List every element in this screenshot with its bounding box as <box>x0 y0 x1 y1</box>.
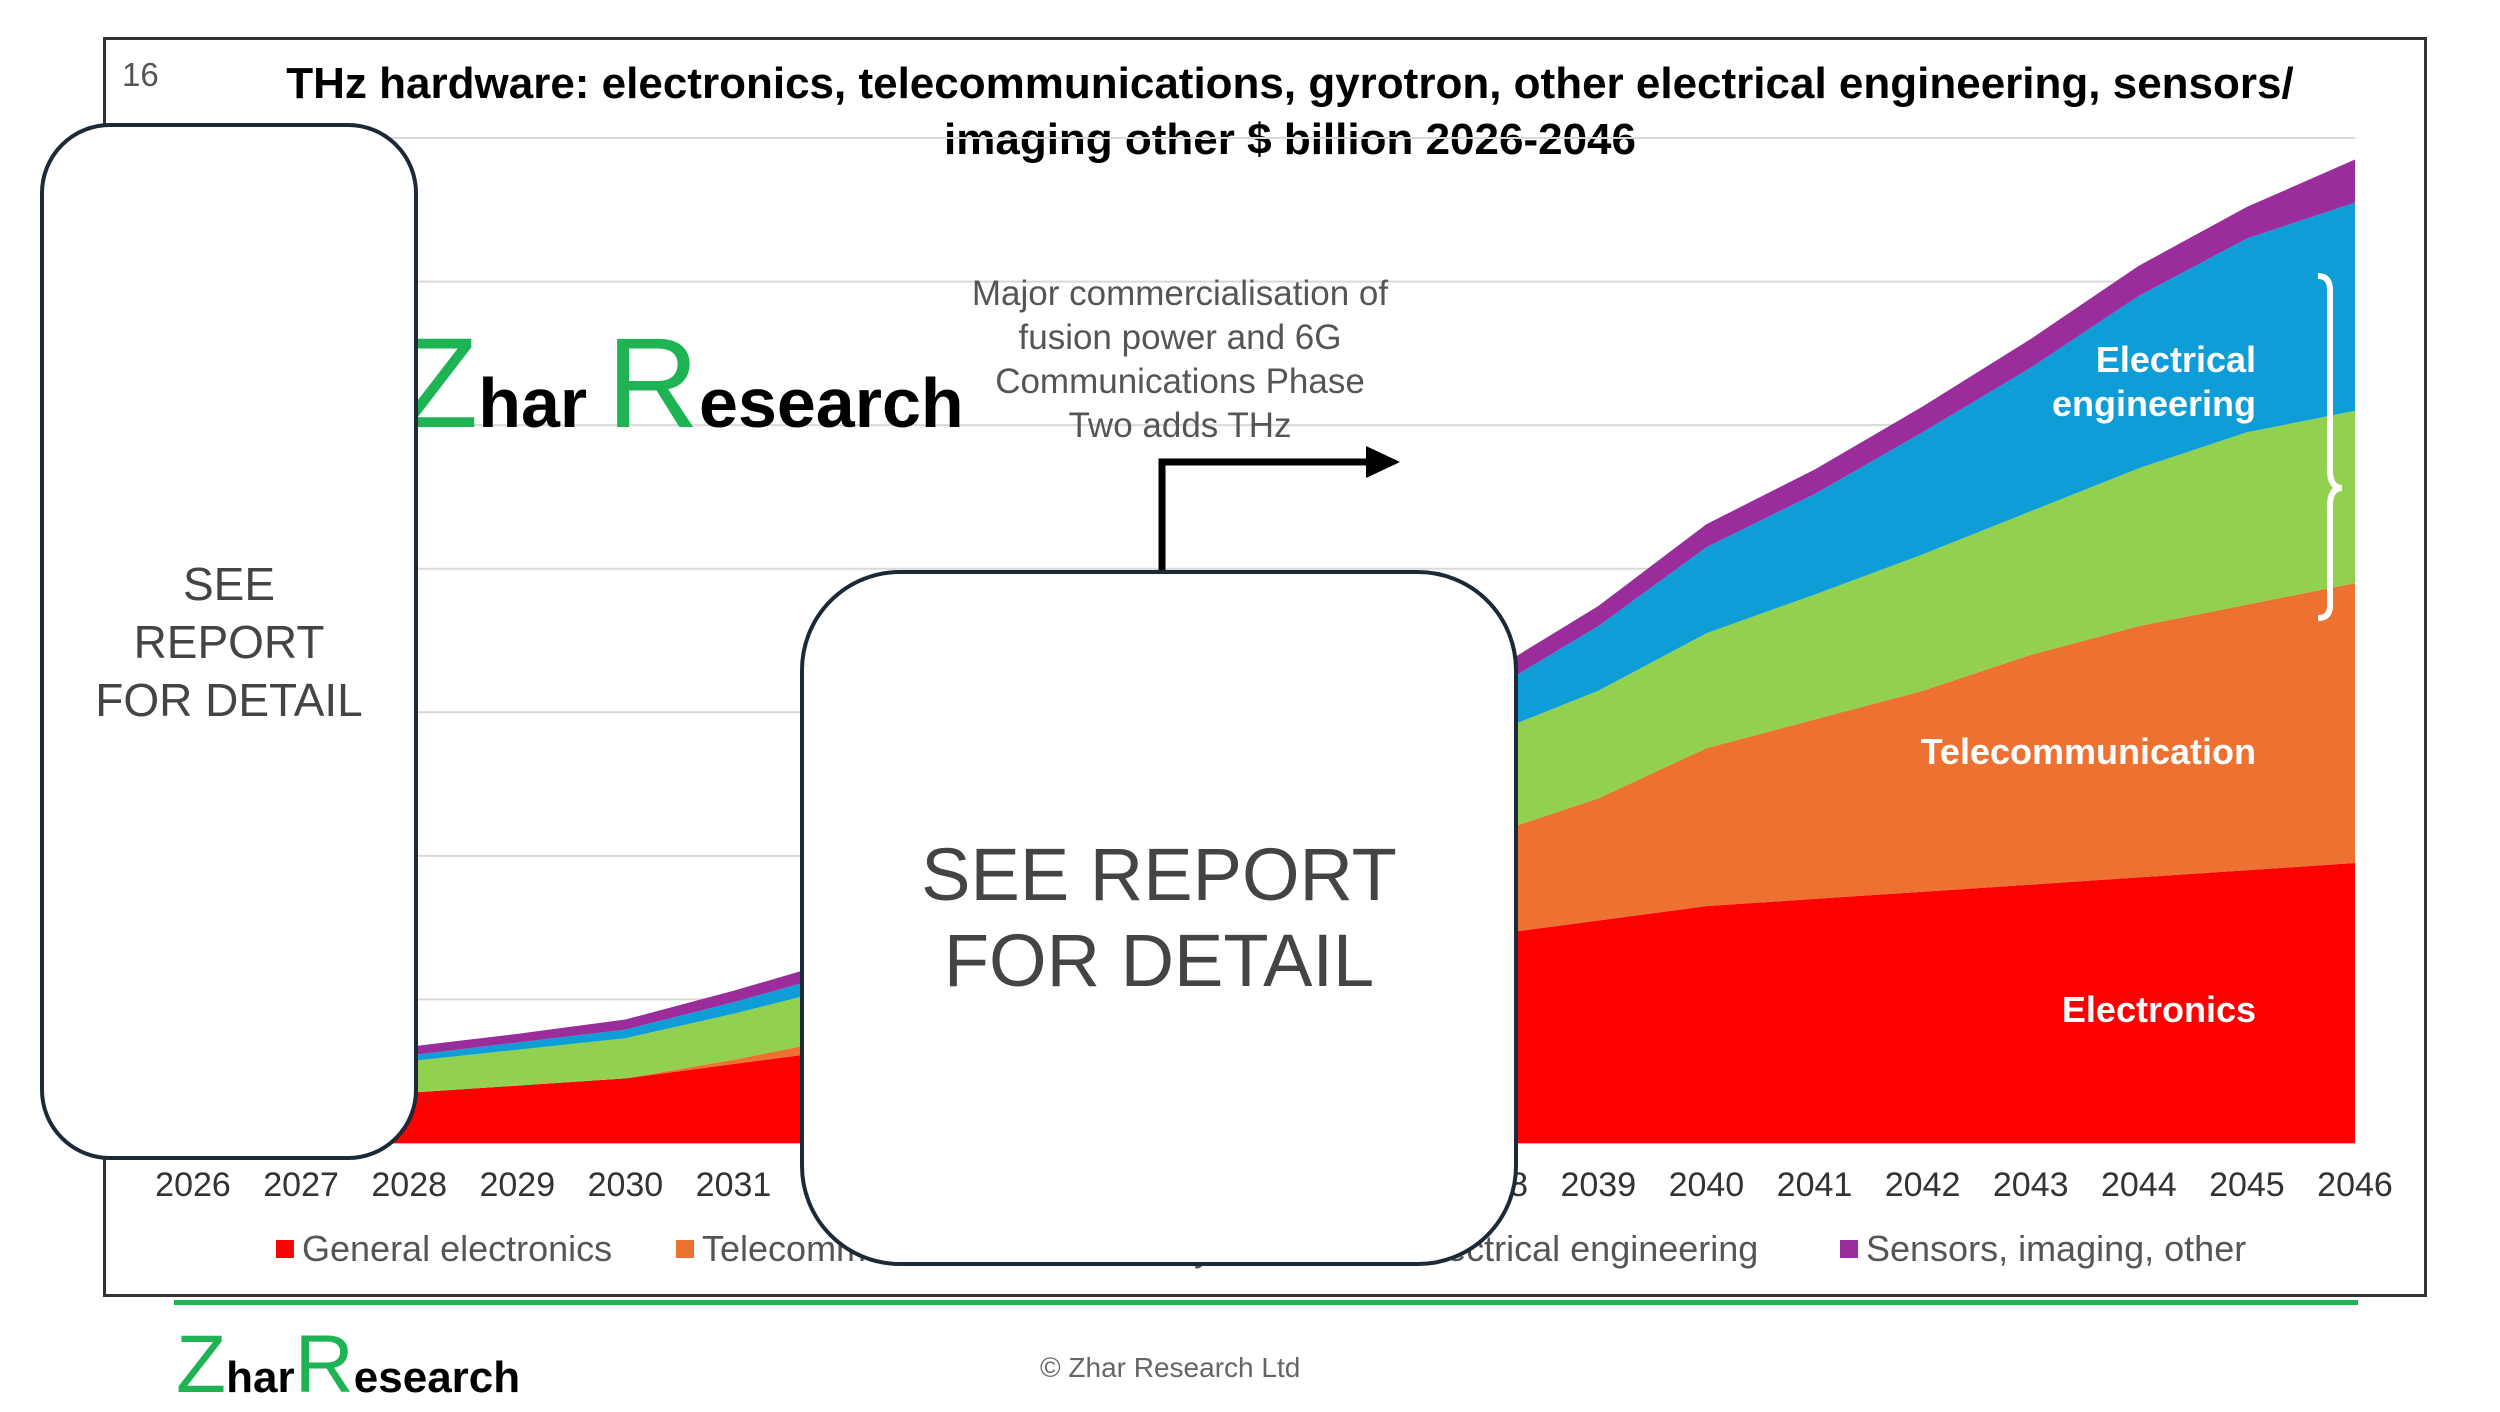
area-label: Electronics <box>2062 989 2256 1030</box>
annotation-text: Major commercialisation of fusion power … <box>971 274 1389 445</box>
arrow-head-icon <box>1366 446 1400 478</box>
logo-esearch: esearch <box>699 364 964 442</box>
x-tick-label: 2027 <box>263 1166 339 1204</box>
footer-divider <box>174 1300 2358 1305</box>
area-series-telecom <box>193 583 2355 1115</box>
logo-har: har <box>226 1353 295 1402</box>
x-tick-label: 2039 <box>1560 1166 1636 1204</box>
x-tick-label: 2026 <box>155 1166 231 1204</box>
legend-label: Sensors, imaging, other <box>1866 1228 2247 1269</box>
x-tick-label: 2030 <box>588 1166 664 1204</box>
x-tick-label: 2046 <box>2317 1166 2393 1204</box>
legend-swatch <box>276 1240 294 1258</box>
annotation-arrow <box>1158 446 1400 582</box>
x-tick-label: 2029 <box>479 1166 555 1204</box>
legend-label: General electronics <box>302 1228 613 1269</box>
see-report-overlay-left: SEE REPORT FOR DETAIL <box>40 123 418 1160</box>
zhar-research-logo-small: ZharResearch <box>176 1318 520 1412</box>
arrow-shaft-icon <box>1158 458 1366 582</box>
area-label: Electrical engineering <box>2052 339 2256 424</box>
copyright-text: © Zhar Research Ltd <box>1040 1352 1301 1383</box>
zhar-research-logo-large: Zhar Research <box>400 310 964 457</box>
x-tick-label: 2041 <box>1777 1166 1853 1204</box>
area-label: Telecommunication <box>1921 731 2256 772</box>
area-series-gyrotron <box>193 410 2355 1115</box>
logo-esearch: esearch <box>353 1353 521 1402</box>
area-labels: Electronics Telecommunication Electrical en… <box>1921 339 2256 1030</box>
logo-r: R <box>606 312 700 455</box>
legend-swatch <box>676 1240 694 1258</box>
logo-z: Z <box>176 1319 227 1410</box>
logo-har: har <box>478 364 607 442</box>
x-tick-label: 2040 <box>1669 1166 1745 1204</box>
see-report-overlay-center: SEE REPORT FOR DETAIL <box>800 570 1518 1266</box>
legend-item-sensors: Sensors, imaging, other <box>1840 1228 2246 1270</box>
x-tick-label: 2045 <box>2209 1166 2285 1204</box>
x-tick-label: 2043 <box>1993 1166 2069 1204</box>
logo-r: R <box>294 1319 354 1410</box>
electrical-bracket <box>2317 273 2343 621</box>
legend-swatch <box>1840 1240 1858 1258</box>
bracket-icon <box>2317 273 2343 621</box>
legend-item-electronics: General electronics <box>276 1228 612 1270</box>
x-tick-label: 2031 <box>696 1166 772 1204</box>
x-tick-label: 2042 <box>1885 1166 1961 1204</box>
chart-title: THz hardware: electronics, telecommunica… <box>286 59 2294 164</box>
x-tick-label: 2044 <box>2101 1166 2177 1204</box>
x-tick-label: 2028 <box>371 1166 447 1204</box>
page-number: 16 <box>122 56 159 93</box>
